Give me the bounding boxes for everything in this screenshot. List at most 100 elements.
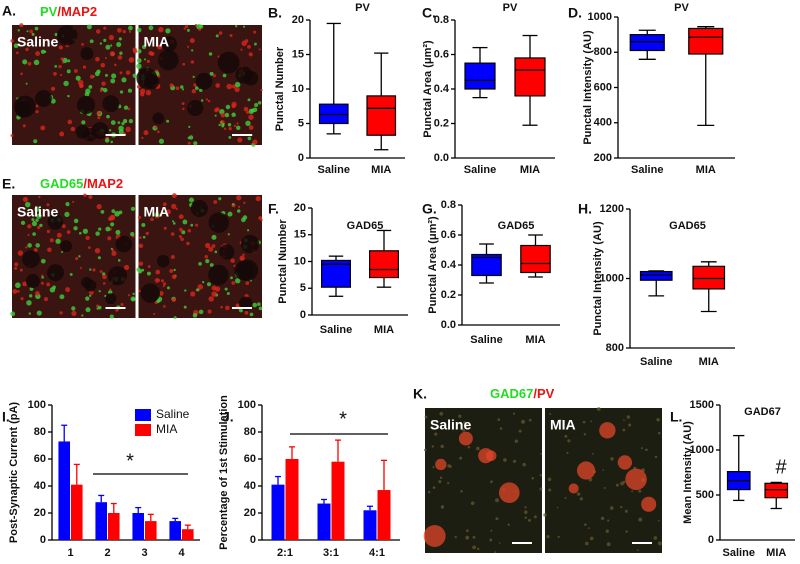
- micrograph-speck: [187, 141, 191, 145]
- micrograph-speck: [148, 51, 153, 56]
- micrograph-speck: [233, 124, 237, 127]
- micrograph-speck: [188, 197, 195, 203]
- y-axis-label: Punctal Number: [277, 219, 289, 304]
- box: [692, 265, 726, 290]
- y-tick-label: 0.6: [434, 48, 449, 60]
- micrograph-speck: [539, 487, 543, 491]
- x-tick-label: Saline: [723, 547, 755, 559]
- micrograph-speck: [86, 24, 92, 30]
- micrograph-speck: [73, 226, 78, 231]
- micrograph-speck: [119, 71, 123, 75]
- micrograph-speck: [119, 51, 123, 55]
- micrograph-speck: [214, 114, 217, 117]
- micrograph-speck: [527, 518, 531, 522]
- panel-letter: A.: [2, 3, 16, 19]
- micrograph-speck: [178, 227, 183, 232]
- micrograph-speck: [59, 131, 65, 137]
- micrograph-speck: [83, 193, 87, 197]
- micrograph-speck: [25, 82, 28, 85]
- micrograph-cell: [47, 214, 64, 230]
- micrograph-speck: [531, 476, 534, 480]
- micrograph-speck: [467, 445, 471, 449]
- micrograph-speck: [34, 26, 39, 31]
- micrograph-speck: [184, 289, 187, 292]
- micrograph-speck: [218, 31, 223, 35]
- micrograph-speck: [10, 133, 14, 138]
- y-tick-label: 20: [244, 507, 256, 519]
- y-axis-label: Punctal Number: [274, 46, 286, 131]
- micrograph-speck: [139, 236, 142, 239]
- micrograph-speck: [62, 61, 65, 64]
- micrograph-cell: [156, 254, 170, 268]
- panel-letter: C.: [422, 5, 436, 21]
- chart-title: GAD67: [744, 406, 781, 418]
- y-tick-label: 1000: [600, 272, 624, 284]
- panel-letter: E.: [2, 176, 15, 192]
- micrograph-speck: [245, 281, 250, 285]
- micrograph-speck: [147, 265, 151, 268]
- micrograph-speck: [182, 107, 185, 111]
- micrograph-speck: [253, 30, 257, 34]
- micrograph-speck: [166, 286, 170, 290]
- micrograph-speck: [489, 538, 493, 542]
- micrograph-speck: [240, 48, 243, 51]
- micrograph-speck: [237, 137, 243, 143]
- micrograph-speck: [495, 517, 499, 521]
- micrograph-speck: [631, 490, 634, 493]
- y-tick-label: 60: [244, 453, 256, 465]
- micrograph-speck: [14, 266, 18, 270]
- micrograph-speck: [622, 480, 626, 484]
- micrograph-speck: [97, 256, 101, 260]
- micrograph-speck: [238, 205, 241, 208]
- bar: [95, 502, 107, 540]
- micrograph-speck: [110, 120, 116, 125]
- micrograph-speck: [231, 281, 236, 285]
- panel-letter: I.: [2, 409, 10, 425]
- micrograph-speck: [220, 112, 226, 118]
- y-axis-label: Post-Synaptic Current (pA): [8, 402, 20, 544]
- y-axis-label: Punctal Area (μm²): [422, 40, 434, 138]
- micrograph-speck: [66, 69, 71, 74]
- micrograph-speck: [166, 119, 170, 123]
- image-label: Saline: [17, 204, 58, 220]
- micrograph-speck: [228, 135, 232, 139]
- micrograph-speck: [170, 232, 175, 236]
- micrograph-speck: [117, 55, 123, 60]
- micrograph-speck: [158, 291, 164, 296]
- micrograph-speck: [43, 297, 49, 302]
- micrograph-speck: [137, 215, 142, 220]
- chart-title: GAD65: [669, 220, 706, 232]
- micrograph-speck: [521, 419, 526, 424]
- micrograph-speck: [110, 44, 113, 47]
- micrograph-speck: [242, 253, 245, 257]
- micrograph-speck: [105, 226, 111, 232]
- image-label: MIA: [144, 204, 170, 220]
- micrograph-speck: [32, 232, 36, 236]
- micrograph-cell: [435, 458, 447, 471]
- micrograph-cell: [190, 199, 208, 218]
- micrograph-speck: [600, 516, 605, 520]
- micrograph-speck: [104, 57, 108, 60]
- micrograph-speck: [89, 74, 94, 79]
- micrograph-speck: [190, 223, 194, 227]
- image-title: GAD67/PV: [490, 386, 555, 401]
- micrograph-speck: [254, 103, 259, 108]
- micrograph-speck: [13, 43, 19, 49]
- micrograph-speck: [50, 98, 56, 104]
- micrograph-speck: [148, 25, 154, 31]
- micrograph-speck: [58, 45, 63, 50]
- panel-letter: H.: [578, 201, 592, 217]
- x-tick-label: MIA: [696, 164, 716, 176]
- micrograph-speck: [141, 136, 144, 140]
- micrograph-speck: [24, 201, 31, 208]
- micrograph-speck: [118, 37, 122, 41]
- micrograph-speck: [79, 267, 82, 270]
- micrograph-speck: [638, 517, 643, 522]
- micrograph-speck: [248, 52, 253, 57]
- micrograph-speck: [225, 104, 231, 110]
- y-tick-label: 10: [292, 83, 304, 95]
- micrograph-speck: [465, 535, 470, 540]
- micrograph-speck: [584, 541, 589, 546]
- micrograph-speck: [97, 305, 102, 310]
- x-tick-label: Saline: [640, 356, 672, 368]
